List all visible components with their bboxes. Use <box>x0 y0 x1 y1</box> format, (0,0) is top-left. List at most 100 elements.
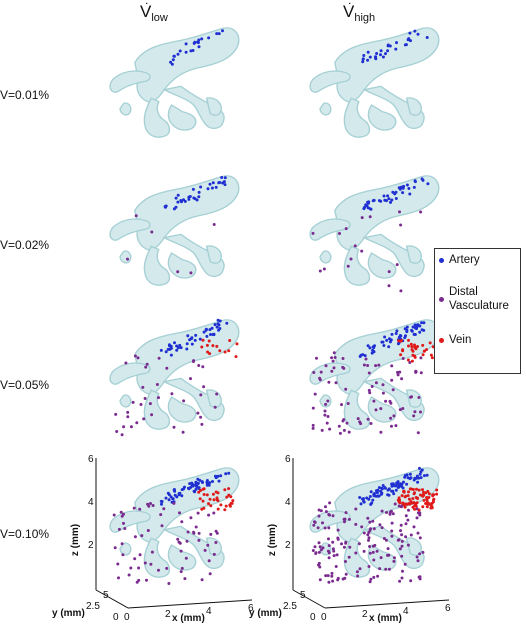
particle-dot <box>175 495 179 499</box>
particle-dot <box>379 53 382 57</box>
particle-dot <box>372 399 376 403</box>
particle-dot <box>205 493 209 497</box>
particle-dot <box>418 552 422 556</box>
particle-dot <box>380 526 384 530</box>
particle-dot <box>230 501 234 505</box>
particle-dot <box>198 497 202 501</box>
particle-dot <box>173 341 176 345</box>
particle-dot <box>209 333 212 336</box>
particle-dot <box>385 199 388 203</box>
legend-label-distal-line1: Distal <box>449 286 478 298</box>
particle-dot <box>401 407 405 410</box>
particle-dot <box>202 385 206 389</box>
column-title-high: V ˙ high <box>343 0 375 28</box>
particle-dot <box>202 506 206 510</box>
particle-dot <box>360 249 364 253</box>
particle-dot <box>312 371 316 374</box>
particle-dot <box>313 545 317 549</box>
flow-rate-dot: ˙ <box>348 0 353 16</box>
particle-dot <box>379 199 383 203</box>
x-tick-2: 2 <box>362 609 368 620</box>
particle-dot <box>330 571 334 575</box>
particle-dot <box>170 62 174 66</box>
particle-dot <box>336 578 340 582</box>
particle-dot <box>189 516 193 520</box>
particle-dot <box>371 348 375 352</box>
particle-dot <box>197 487 201 490</box>
particle-dot <box>318 565 322 569</box>
particle-dot <box>327 380 331 384</box>
particle-dot <box>421 353 425 357</box>
particle-dot <box>418 324 422 328</box>
particle-dot <box>415 501 419 505</box>
particle-dot <box>399 289 403 293</box>
particle-dot <box>398 370 402 374</box>
particle-dot <box>400 576 404 580</box>
particle-dot <box>179 549 183 553</box>
particle-dot <box>330 574 334 578</box>
particle-dot <box>315 356 318 360</box>
legend: Artery Distal Vasculature Vein <box>434 248 521 374</box>
particle-dot <box>366 344 370 348</box>
particle-dot <box>324 364 328 368</box>
particle-dot <box>181 430 185 434</box>
particle-dot <box>367 536 371 540</box>
particle-dot <box>151 504 155 507</box>
particle-dot <box>419 210 423 214</box>
particle-dot <box>223 183 227 187</box>
particle-dot <box>192 196 196 200</box>
particle-dot <box>387 345 391 349</box>
particle-dot <box>235 342 239 346</box>
particle-dot <box>224 504 228 508</box>
particle-dot <box>410 345 414 349</box>
particle-dot <box>200 422 204 426</box>
particle-dot <box>225 495 229 499</box>
particle-dot <box>393 484 397 488</box>
particle-dot <box>368 391 372 395</box>
particle-dot <box>383 486 387 490</box>
particle-dot <box>406 518 410 522</box>
particle-dot <box>136 356 140 360</box>
particle-dot <box>412 185 416 189</box>
x-tick-0: 0 <box>124 612 130 623</box>
particle-dot <box>435 488 439 492</box>
particle-dot <box>422 474 426 478</box>
particle-dot <box>197 38 201 42</box>
particle-dot <box>386 44 390 48</box>
particle-dot <box>366 516 370 520</box>
particle-dot <box>312 523 316 527</box>
particle-dot <box>228 339 232 342</box>
particle-dot <box>370 385 374 388</box>
x-tick-4: 4 <box>403 606 409 617</box>
particle-dot <box>392 414 396 418</box>
particle-dot <box>155 383 159 386</box>
particle-dot <box>368 520 372 524</box>
particle-dot <box>407 497 411 501</box>
particle-dot <box>190 481 194 485</box>
particle-dot <box>414 347 418 351</box>
particle-dot <box>390 482 394 486</box>
particle-dot <box>421 488 424 492</box>
particle-dot <box>344 227 348 231</box>
particle-dot <box>191 187 195 191</box>
particle-dot <box>394 424 398 428</box>
particle-dot <box>177 493 181 497</box>
particle-dot <box>150 230 154 234</box>
particle-dot <box>361 60 365 64</box>
particle-dot <box>391 512 395 516</box>
particle-dot <box>388 340 392 344</box>
particle-dot <box>363 205 366 209</box>
particle-dot <box>205 483 209 487</box>
particle-dot <box>196 477 200 481</box>
particle-dot <box>126 415 130 419</box>
particle-dot <box>231 499 235 503</box>
particle-dot <box>186 530 190 534</box>
particle-dot <box>382 537 386 540</box>
particle-dot <box>141 385 145 389</box>
particle-dot <box>209 504 213 508</box>
particle-dot <box>380 486 384 490</box>
particle-dot <box>425 36 429 39</box>
particle-dot <box>419 470 423 474</box>
particle-dot <box>207 502 210 506</box>
particle-dot <box>354 507 358 511</box>
